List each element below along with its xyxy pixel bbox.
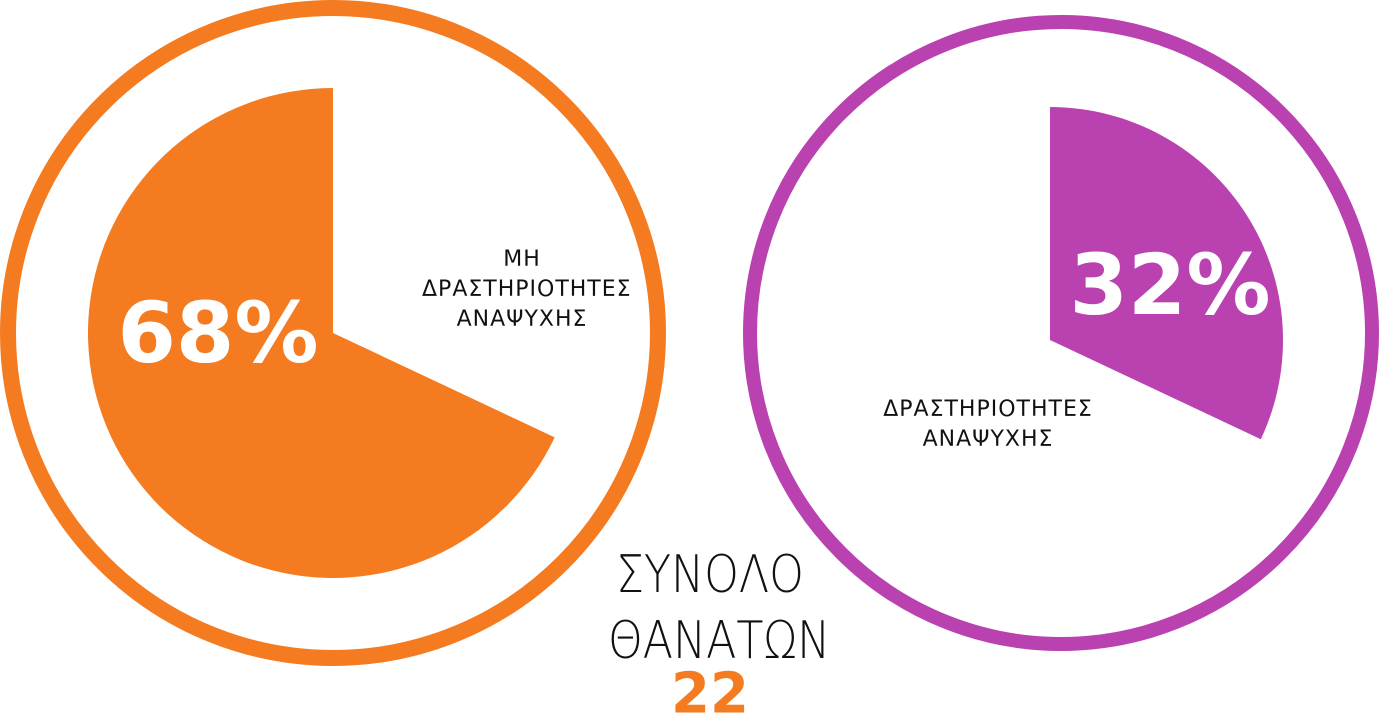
total-label: ΣΥΝΟΛΟ ΘΑΝΑΤΩΝ bbox=[608, 545, 831, 671]
value-label: 32% bbox=[1069, 236, 1271, 334]
ring bbox=[0, 0, 666, 666]
pie-slice bbox=[1050, 107, 1283, 440]
value-label: 68% bbox=[117, 284, 319, 382]
total-value: 22 bbox=[671, 661, 749, 722]
category-label: ΜΗ ΔΡΑΣΤΗΡΙΟΤΗΤΕΣ ΑΝΑΨΥΧΗΣ bbox=[422, 247, 632, 332]
pie-slice bbox=[87, 88, 555, 578]
category-label: ΔΡΑΣΤΗΡΙΟΤΗΤΕΣ ΑΝΑΨΥΧΗΣ bbox=[883, 397, 1093, 452]
ring bbox=[743, 15, 1379, 651]
